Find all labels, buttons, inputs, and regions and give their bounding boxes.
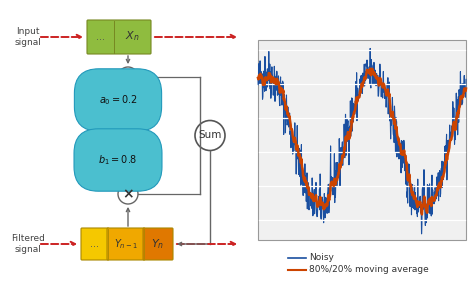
Text: $a_0 = 0.2$: $a_0 = 0.2$ (99, 93, 137, 107)
Text: ×: × (122, 187, 134, 201)
Text: Input
signal: Input signal (15, 27, 41, 47)
Circle shape (118, 67, 138, 87)
FancyBboxPatch shape (87, 20, 151, 54)
FancyBboxPatch shape (143, 228, 173, 260)
Text: Sum: Sum (198, 131, 222, 140)
Text: ...: ... (97, 32, 106, 42)
Text: Noisy: Noisy (309, 254, 334, 263)
FancyBboxPatch shape (81, 228, 109, 260)
Text: 80%/20% moving average: 80%/20% moving average (309, 265, 429, 274)
Text: ...: ... (91, 239, 100, 249)
Circle shape (195, 120, 225, 151)
Text: Filtered
signal: Filtered signal (11, 234, 45, 254)
Text: $Y_n$: $Y_n$ (151, 237, 164, 251)
Text: $b_1 = 0.8$: $b_1 = 0.8$ (98, 153, 137, 167)
Circle shape (118, 184, 138, 204)
Text: $X_n$: $X_n$ (125, 29, 139, 43)
FancyBboxPatch shape (107, 228, 145, 260)
Text: ×: × (122, 70, 134, 84)
Text: $Y_{n-1}$: $Y_{n-1}$ (114, 237, 138, 251)
FancyBboxPatch shape (258, 40, 466, 240)
